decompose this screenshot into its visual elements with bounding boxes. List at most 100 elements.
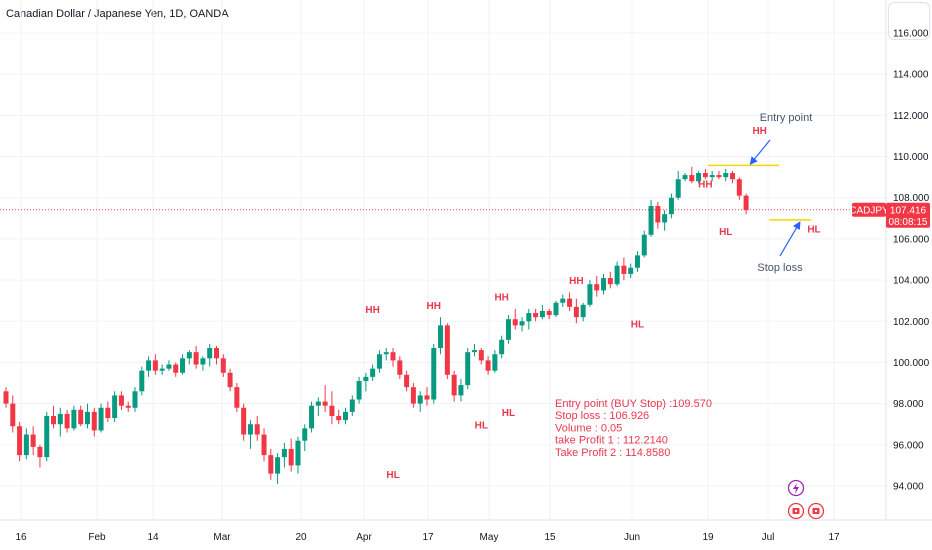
candle-body	[3, 391, 9, 404]
candle-body	[662, 214, 668, 223]
x-tick-label: 19	[702, 532, 714, 543]
candle-body	[254, 424, 260, 435]
countdown-label: 08:08:15	[889, 217, 928, 228]
x-tick-label: Apr	[356, 532, 372, 543]
candle-body	[268, 455, 274, 474]
candle-body	[716, 175, 722, 178]
y-tick-label: 110.000	[893, 152, 929, 163]
candle-body	[533, 313, 539, 318]
candle-body	[370, 368, 376, 377]
candle-body	[634, 255, 640, 268]
event-icons[interactable]	[787, 479, 825, 520]
candle-body	[431, 348, 437, 400]
y-tick-label: 98.000	[893, 399, 924, 410]
x-tick-label: 17	[422, 532, 434, 543]
candle-body	[397, 360, 403, 375]
entry-arrow	[749, 139, 771, 165]
candle-body	[560, 298, 566, 303]
candle-body	[444, 325, 450, 375]
candle-body	[451, 374, 457, 396]
y-tick-label: 114.000	[893, 70, 929, 81]
x-tick-label: Mar	[213, 532, 231, 543]
symbol-tag	[852, 202, 886, 217]
candle-body	[37, 446, 43, 458]
level-lines	[708, 164, 812, 221]
candle-body	[234, 387, 240, 408]
candle-body	[71, 409, 77, 429]
trade-info-line: take Profit 1 : 112.2140	[555, 435, 668, 447]
candle-body	[730, 173, 736, 180]
candle-body	[166, 364, 172, 369]
candle-body	[146, 360, 152, 371]
trade-info-line: Stop loss : 106.926	[555, 410, 649, 422]
candle-body	[601, 278, 607, 291]
grid-lines	[0, 0, 932, 521]
candle-body	[125, 405, 131, 408]
candle-body	[295, 440, 301, 466]
pattern-label: HH	[427, 301, 441, 312]
candle-body	[519, 321, 525, 326]
candle-body	[329, 405, 335, 416]
candle-body	[84, 411, 90, 425]
pattern-annotations: HH HH HH HH HH HH HL HL HL HL HL HL	[365, 126, 820, 481]
pattern-label: HH	[494, 293, 508, 304]
candle-body	[621, 265, 627, 274]
x-tick-label: 16	[15, 532, 27, 543]
pattern-label: HH	[698, 179, 712, 190]
candle-body	[580, 304, 586, 318]
candle-body	[23, 434, 29, 456]
y-tick-label: 94.000	[893, 482, 924, 493]
chart-settings-button[interactable]	[888, 2, 930, 40]
stop-callout-label: Stop loss	[757, 262, 803, 274]
candle-body	[417, 395, 423, 404]
y-tick-label: 104.000	[893, 276, 930, 287]
y-tick-label: 106.000	[893, 234, 930, 245]
candle-body	[505, 319, 511, 340]
candle-body	[363, 376, 369, 381]
trade-info-line: Volume : 0.05	[555, 422, 622, 434]
candle-body	[207, 348, 213, 359]
candle-body	[112, 395, 118, 419]
pattern-label: HL	[386, 470, 399, 481]
x-tick-label: 15	[544, 532, 556, 543]
candle-body	[499, 339, 505, 355]
price-value-tag	[886, 202, 930, 228]
candle-body	[512, 319, 518, 326]
candle-body	[668, 197, 674, 215]
candle-body	[17, 426, 23, 456]
pattern-label: HH	[569, 276, 583, 287]
candle-body	[30, 434, 36, 447]
y-tick-label: 108.000	[893, 193, 930, 204]
y-tick-label: 116.000	[893, 29, 929, 40]
candle-body	[594, 284, 600, 291]
candle-body	[343, 411, 348, 421]
candle-body	[288, 448, 294, 466]
symbol-tag-label: CADJPY	[849, 205, 889, 216]
candle-body	[200, 358, 206, 365]
candle-body	[309, 405, 315, 429]
candle-body	[10, 403, 16, 427]
candle-body	[349, 399, 355, 412]
trade-info-line: Entry point (BUY Stop) :109.570	[555, 398, 712, 410]
candle-body	[723, 173, 729, 178]
lightning-glyph-icon	[793, 483, 799, 494]
candle-body	[98, 407, 104, 431]
pattern-label: HL	[631, 319, 644, 330]
time-axis: 16 Feb 14 Mar 20 Apr 17 May 15 Jun 19 Jul 17	[15, 532, 840, 543]
x-tick-label: May	[480, 532, 499, 543]
y-tick-label: 112.000	[893, 111, 929, 122]
candle-body	[404, 374, 410, 388]
candle-body	[526, 313, 532, 322]
candle-body	[702, 173, 708, 178]
candle-body	[539, 310, 545, 318]
candle-body	[44, 415, 50, 458]
candle-body	[438, 325, 444, 349]
x-tick-label: Jun	[624, 532, 640, 543]
candle-body	[682, 175, 688, 180]
pattern-label: HL	[807, 225, 820, 236]
candle-body	[485, 360, 491, 371]
candle-body	[227, 372, 233, 388]
x-tick-label: 20	[295, 532, 307, 543]
